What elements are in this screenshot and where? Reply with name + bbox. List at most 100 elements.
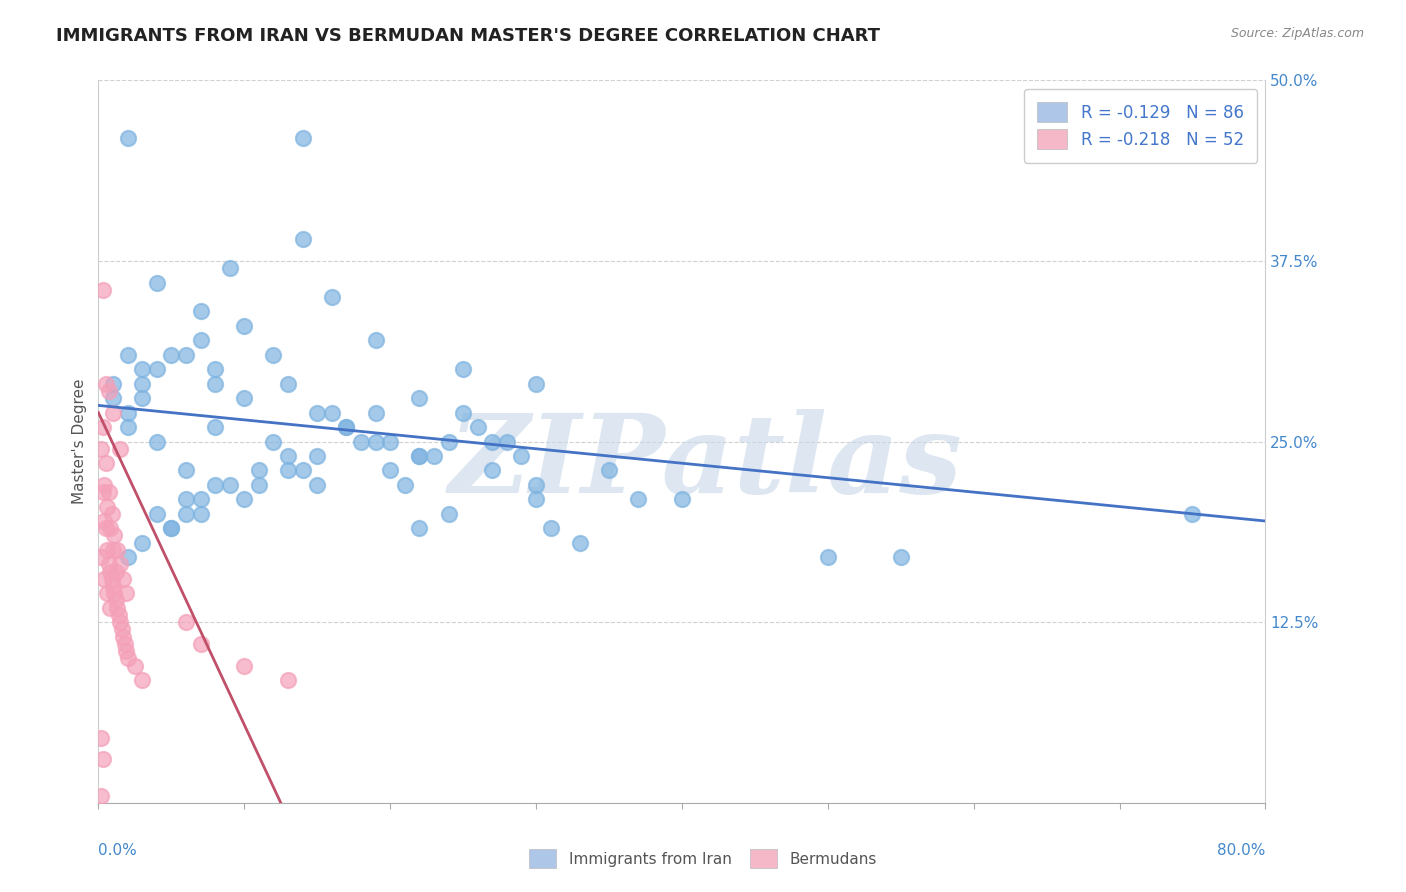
Point bbox=[108, 607, 131, 622]
Point bbox=[93, 478, 115, 492]
Point bbox=[96, 500, 118, 514]
Point bbox=[146, 362, 169, 376]
Point bbox=[540, 521, 562, 535]
Point bbox=[115, 644, 138, 658]
Point bbox=[97, 384, 120, 398]
Point bbox=[262, 434, 284, 449]
Point bbox=[481, 463, 503, 477]
Point bbox=[101, 376, 124, 391]
Point bbox=[101, 579, 124, 593]
Point bbox=[117, 651, 139, 665]
Point bbox=[277, 449, 299, 463]
Point bbox=[94, 521, 117, 535]
Point bbox=[1181, 507, 1204, 521]
Text: IMMIGRANTS FROM IRAN VS BERMUDAN MASTER'S DEGREE CORRELATION CHART: IMMIGRANTS FROM IRAN VS BERMUDAN MASTER'… bbox=[56, 27, 880, 45]
Point bbox=[307, 406, 329, 420]
Point bbox=[94, 376, 117, 391]
Point bbox=[627, 492, 650, 507]
Point bbox=[160, 521, 183, 535]
Point bbox=[380, 434, 402, 449]
Point bbox=[90, 789, 112, 803]
Point bbox=[291, 463, 314, 477]
Point bbox=[218, 478, 240, 492]
Point bbox=[364, 406, 387, 420]
Point bbox=[103, 528, 125, 542]
Point bbox=[160, 348, 183, 362]
Point bbox=[204, 376, 226, 391]
Point bbox=[117, 420, 139, 434]
Point bbox=[233, 658, 256, 673]
Point bbox=[321, 290, 343, 304]
Point bbox=[98, 600, 121, 615]
Point bbox=[467, 420, 489, 434]
Point bbox=[131, 362, 153, 376]
Point bbox=[394, 478, 416, 492]
Point bbox=[817, 550, 839, 565]
Text: ZIPatlas: ZIPatlas bbox=[449, 409, 962, 517]
Point bbox=[174, 615, 197, 630]
Point bbox=[277, 463, 299, 477]
Point bbox=[277, 376, 299, 391]
Point bbox=[111, 623, 134, 637]
Point bbox=[90, 731, 112, 745]
Text: Source: ZipAtlas.com: Source: ZipAtlas.com bbox=[1230, 27, 1364, 40]
Point bbox=[204, 362, 226, 376]
Point bbox=[233, 492, 256, 507]
Point bbox=[524, 376, 547, 391]
Point bbox=[100, 572, 122, 586]
Point bbox=[233, 391, 256, 405]
Point bbox=[100, 507, 122, 521]
Point bbox=[408, 449, 430, 463]
Point bbox=[204, 478, 226, 492]
Point bbox=[598, 463, 620, 477]
Text: 0.0%: 0.0% bbox=[98, 843, 138, 857]
Point bbox=[307, 449, 329, 463]
Point bbox=[112, 630, 135, 644]
Point bbox=[97, 558, 120, 572]
Y-axis label: Master's Degree: Master's Degree bbox=[72, 379, 87, 504]
Point bbox=[146, 434, 169, 449]
Point bbox=[91, 420, 114, 434]
Point bbox=[335, 420, 357, 434]
Point bbox=[91, 752, 114, 766]
Point bbox=[568, 535, 591, 549]
Point bbox=[117, 550, 139, 565]
Point bbox=[291, 232, 314, 246]
Point bbox=[91, 485, 114, 500]
Point bbox=[98, 565, 121, 579]
Point bbox=[437, 434, 460, 449]
Point bbox=[101, 406, 124, 420]
Point bbox=[307, 478, 329, 492]
Point bbox=[335, 420, 357, 434]
Point bbox=[97, 485, 120, 500]
Legend: R = -0.129   N = 86, R = -0.218   N = 52: R = -0.129 N = 86, R = -0.218 N = 52 bbox=[1024, 88, 1257, 162]
Point bbox=[96, 542, 118, 557]
Point bbox=[146, 507, 169, 521]
Point bbox=[321, 406, 343, 420]
Point bbox=[124, 658, 146, 673]
Point bbox=[93, 572, 115, 586]
Point bbox=[174, 492, 197, 507]
Point bbox=[117, 131, 139, 145]
Point bbox=[101, 391, 124, 405]
Point bbox=[451, 406, 474, 420]
Point bbox=[117, 348, 139, 362]
Point bbox=[190, 334, 212, 348]
Point bbox=[110, 615, 132, 630]
Point bbox=[524, 492, 547, 507]
Point bbox=[105, 542, 128, 557]
Point bbox=[103, 586, 125, 600]
Point bbox=[408, 521, 430, 535]
Point bbox=[481, 434, 503, 449]
Point bbox=[190, 304, 212, 318]
Point bbox=[110, 558, 132, 572]
Point bbox=[104, 593, 127, 607]
Point bbox=[115, 586, 138, 600]
Point bbox=[496, 434, 519, 449]
Point bbox=[262, 348, 284, 362]
Point bbox=[204, 420, 226, 434]
Point bbox=[114, 637, 136, 651]
Point bbox=[174, 507, 197, 521]
Point bbox=[131, 535, 153, 549]
Point bbox=[90, 550, 112, 565]
